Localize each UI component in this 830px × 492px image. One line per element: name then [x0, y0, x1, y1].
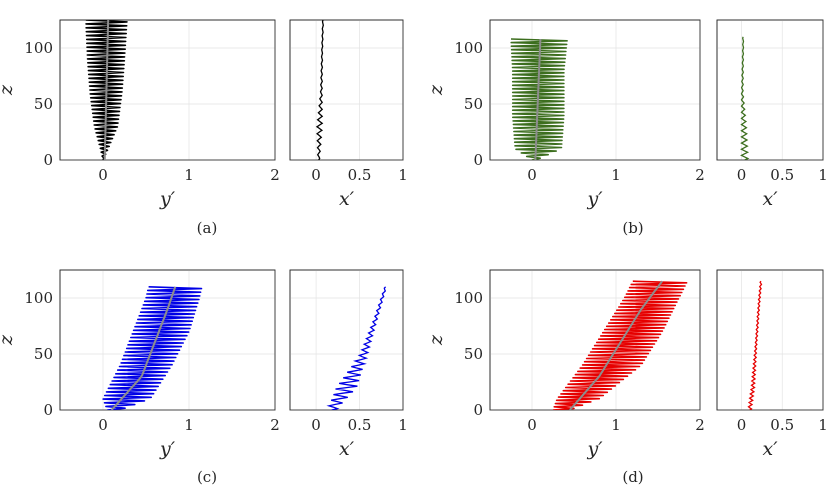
- mean-centerline: [110, 286, 177, 410]
- oscillation-series: [552, 280, 688, 410]
- x-tick-label: 0: [98, 416, 108, 434]
- x-tick-label: 0: [527, 166, 537, 184]
- panel-b: 0 1 2 0 50 100 z y′ 0 0.5 1 x′ (b): [425, 19, 828, 237]
- x-axis-label: x′: [762, 438, 778, 460]
- y-tick-label: 0: [473, 401, 483, 419]
- oscillation-series: [85, 20, 128, 160]
- y-tick-label: 50: [34, 95, 53, 113]
- y-axis-label: z: [0, 84, 17, 96]
- main-series: [552, 280, 688, 410]
- x-tick-label: 0.5: [770, 416, 794, 434]
- y-tick-label: 0: [43, 401, 53, 419]
- main-axes-border: [489, 269, 701, 411]
- x-axis-label: y′: [159, 438, 176, 460]
- side-axes-frame: [716, 19, 824, 161]
- y-tick-label: 50: [34, 345, 53, 363]
- x-axis-label: x′: [339, 188, 355, 210]
- y-tick-label: 50: [464, 345, 483, 363]
- x-tick-label: 1: [184, 416, 194, 434]
- side-series: [747, 280, 763, 410]
- y-axis-label: z: [0, 334, 17, 346]
- main-series: [102, 286, 203, 410]
- y-axis-label: z: [425, 334, 447, 346]
- side-axes-border: [716, 269, 824, 411]
- side-axes-border: [289, 19, 404, 161]
- x-tick-label: 2: [695, 166, 705, 184]
- side-trace: [747, 280, 763, 410]
- oscillation-series: [102, 286, 203, 410]
- mean-centerline: [569, 280, 663, 410]
- panel-d: 0 1 2 0 50 100 z y′ 0 0.5 1 x′ (d): [425, 269, 828, 486]
- x-tick-label: 0: [98, 166, 108, 184]
- x-tick-label: 0.5: [348, 416, 372, 434]
- main-axes-border: [59, 19, 276, 161]
- panel-caption: (d): [622, 468, 643, 486]
- y-tick-label: 100: [24, 39, 53, 57]
- x-tick-label: 1: [818, 166, 828, 184]
- oscillation-series: [510, 38, 568, 160]
- panel-caption: (c): [197, 468, 217, 486]
- x-axis-label: x′: [762, 188, 778, 210]
- x-tick-label: 2: [695, 416, 705, 434]
- side-axes-frame: [716, 269, 824, 411]
- y-tick-label: 0: [473, 151, 483, 169]
- x-axis-label: y′: [586, 188, 603, 210]
- x-tick-label: 1: [611, 166, 621, 184]
- mean-centerline: [103, 20, 110, 160]
- main-axes-border: [489, 19, 701, 161]
- x-tick-label: 0: [527, 416, 537, 434]
- panel-caption: (a): [197, 219, 218, 237]
- panel-caption: (b): [622, 219, 643, 237]
- y-tick-label: 100: [24, 289, 53, 307]
- side-axes-border: [716, 19, 824, 161]
- side-trace: [740, 36, 750, 160]
- x-tick-label: 0: [311, 166, 321, 184]
- panel-c: 0 1 2 0 50 100 z y′ 0 0.5 1 x′ (c): [0, 269, 408, 486]
- x-tick-label: 1: [398, 166, 408, 184]
- x-tick-label: 0.5: [770, 166, 794, 184]
- side-series: [326, 286, 387, 410]
- side-axes-frame: [289, 269, 404, 411]
- x-tick-label: 0: [737, 166, 747, 184]
- side-series: [315, 20, 324, 160]
- x-tick-label: 1: [184, 166, 194, 184]
- x-axis-label: y′: [586, 438, 603, 460]
- side-axes-border: [289, 269, 404, 411]
- x-tick-label: 0: [311, 416, 321, 434]
- x-tick-label: 2: [270, 166, 280, 184]
- x-tick-label: 0.5: [348, 166, 372, 184]
- x-tick-label: 1: [611, 416, 621, 434]
- y-tick-label: 0: [43, 151, 53, 169]
- main-series: [510, 38, 568, 160]
- x-tick-label: 2: [270, 416, 280, 434]
- y-axis-label: z: [425, 84, 447, 96]
- x-tick-label: 0: [737, 416, 747, 434]
- y-tick-label: 100: [454, 289, 483, 307]
- y-tick-label: 50: [464, 95, 483, 113]
- main-axes-border: [59, 269, 276, 411]
- side-series: [740, 36, 750, 160]
- panel-a: 0 1 2 0 50 100 z y′ 0 0.5 1 x′ (a): [0, 19, 408, 237]
- side-trace: [315, 20, 324, 160]
- mean-centerline: [534, 38, 542, 160]
- main-series: [85, 20, 128, 160]
- x-axis-label: x′: [339, 438, 355, 460]
- side-axes-frame: [289, 19, 404, 161]
- x-axis-label: y′: [159, 188, 176, 210]
- x-tick-label: 1: [398, 416, 408, 434]
- x-tick-label: 1: [818, 416, 828, 434]
- side-trace: [326, 286, 387, 410]
- y-tick-label: 100: [454, 39, 483, 57]
